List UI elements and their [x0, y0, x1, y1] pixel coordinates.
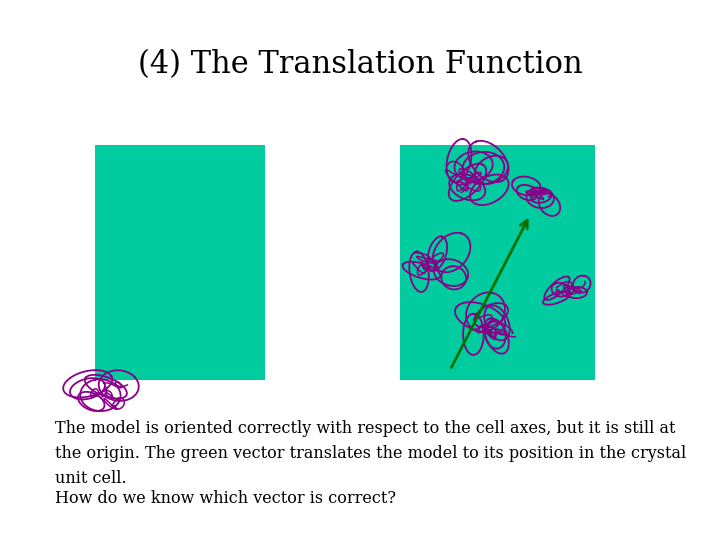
Text: How do we know which vector is correct?: How do we know which vector is correct? — [55, 490, 396, 507]
Text: (4) The Translation Function: (4) The Translation Function — [138, 50, 582, 80]
Text: The model is oriented correctly with respect to the cell axes, but it is still a: The model is oriented correctly with res… — [55, 420, 686, 487]
Bar — [95, 145, 265, 380]
Bar — [400, 145, 595, 380]
